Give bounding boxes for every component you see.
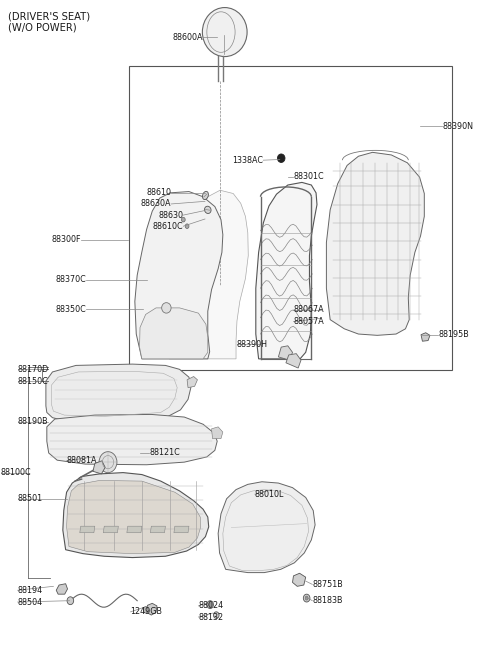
Text: 88301C: 88301C bbox=[293, 172, 324, 181]
Text: 88150C: 88150C bbox=[18, 377, 48, 386]
Text: 88010L: 88010L bbox=[255, 490, 284, 498]
Text: 88190B: 88190B bbox=[18, 417, 48, 426]
Polygon shape bbox=[187, 377, 197, 388]
Polygon shape bbox=[150, 526, 166, 533]
Ellipse shape bbox=[305, 596, 308, 600]
Text: 1338AC: 1338AC bbox=[232, 156, 264, 164]
Polygon shape bbox=[135, 191, 223, 359]
Text: 88751B: 88751B bbox=[312, 580, 343, 589]
Polygon shape bbox=[286, 354, 301, 368]
Polygon shape bbox=[326, 153, 424, 335]
Polygon shape bbox=[93, 461, 105, 474]
Text: 88350C: 88350C bbox=[56, 305, 86, 314]
Text: 88501: 88501 bbox=[18, 495, 43, 503]
Ellipse shape bbox=[99, 452, 117, 473]
Polygon shape bbox=[127, 526, 142, 533]
Polygon shape bbox=[145, 603, 157, 615]
Ellipse shape bbox=[203, 191, 208, 200]
Ellipse shape bbox=[277, 154, 285, 162]
Text: 88057A: 88057A bbox=[293, 317, 324, 326]
Ellipse shape bbox=[209, 603, 212, 607]
Ellipse shape bbox=[214, 612, 219, 618]
Polygon shape bbox=[278, 346, 292, 360]
Text: 88170D: 88170D bbox=[18, 365, 49, 374]
Text: 88390N: 88390N bbox=[442, 122, 473, 131]
Ellipse shape bbox=[203, 8, 247, 56]
Polygon shape bbox=[56, 584, 68, 594]
Polygon shape bbox=[46, 364, 191, 422]
Polygon shape bbox=[256, 182, 317, 359]
Polygon shape bbox=[63, 473, 209, 557]
Ellipse shape bbox=[204, 206, 211, 214]
Text: 88132: 88132 bbox=[198, 612, 224, 622]
Polygon shape bbox=[174, 526, 189, 533]
Polygon shape bbox=[212, 427, 223, 439]
Polygon shape bbox=[80, 526, 95, 533]
Text: 88610C: 88610C bbox=[153, 221, 183, 231]
Text: 88300F: 88300F bbox=[51, 235, 81, 244]
Polygon shape bbox=[103, 526, 119, 533]
Text: 88067A: 88067A bbox=[293, 305, 324, 314]
Ellipse shape bbox=[207, 601, 214, 608]
Text: 88370C: 88370C bbox=[56, 275, 86, 284]
Bar bbox=[129, 66, 452, 370]
Text: 88630A: 88630A bbox=[141, 200, 171, 208]
Ellipse shape bbox=[303, 594, 310, 602]
Text: 88195B: 88195B bbox=[438, 330, 469, 339]
Polygon shape bbox=[67, 481, 201, 553]
Ellipse shape bbox=[67, 597, 73, 605]
Text: (W/O POWER): (W/O POWER) bbox=[8, 23, 76, 33]
Text: 88121C: 88121C bbox=[149, 449, 180, 457]
Text: 88081A: 88081A bbox=[67, 457, 97, 465]
Text: 1249GB: 1249GB bbox=[131, 607, 163, 616]
Text: 88504: 88504 bbox=[18, 597, 43, 607]
Polygon shape bbox=[218, 481, 315, 572]
Polygon shape bbox=[47, 415, 217, 465]
Polygon shape bbox=[292, 573, 306, 586]
Text: 88100C: 88100C bbox=[0, 468, 31, 477]
Text: 88194: 88194 bbox=[18, 586, 43, 595]
Ellipse shape bbox=[162, 303, 171, 313]
Text: 88610: 88610 bbox=[146, 189, 171, 197]
Text: 88630: 88630 bbox=[158, 210, 183, 219]
Polygon shape bbox=[421, 333, 430, 341]
Text: 88024: 88024 bbox=[198, 601, 224, 610]
Polygon shape bbox=[140, 308, 208, 359]
Text: (DRIVER'S SEAT): (DRIVER'S SEAT) bbox=[8, 12, 90, 22]
Ellipse shape bbox=[144, 607, 148, 613]
Text: 88390H: 88390H bbox=[237, 340, 268, 349]
Text: 88183B: 88183B bbox=[312, 596, 343, 605]
Ellipse shape bbox=[181, 217, 185, 222]
Text: 88600A: 88600A bbox=[173, 33, 203, 42]
Ellipse shape bbox=[185, 224, 189, 229]
Polygon shape bbox=[168, 190, 248, 359]
